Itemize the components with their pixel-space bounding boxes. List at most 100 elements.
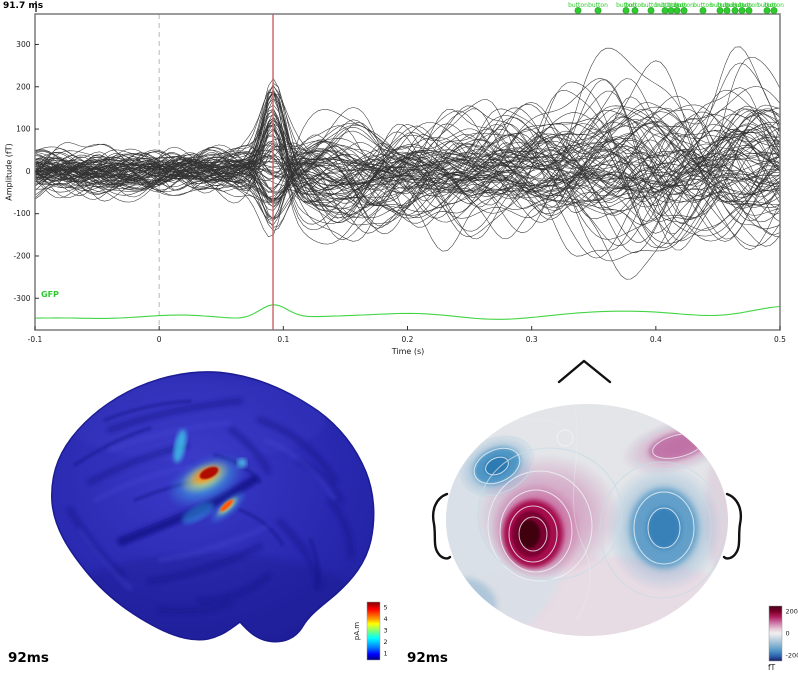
meg-channel-trace bbox=[34, 92, 781, 219]
peak-button-dot[interactable] bbox=[723, 7, 731, 14]
meg-channel-trace bbox=[34, 128, 781, 216]
topomap-colorbar-tick: -200 bbox=[786, 652, 798, 660]
peak-button-dot[interactable] bbox=[716, 7, 724, 14]
meg-channel-trace bbox=[34, 91, 781, 219]
meg-channel-trace bbox=[34, 110, 781, 184]
peak-button[interactable]: button bbox=[764, 2, 784, 14]
x-tick-label: 0.1 bbox=[277, 335, 289, 344]
y-axis-label: Amplitude (fT) bbox=[4, 143, 14, 201]
meg-channel-trace bbox=[34, 103, 781, 219]
peak-button-label: button bbox=[725, 2, 745, 9]
y-tick-label: 100 bbox=[16, 125, 31, 134]
brain-colorbar-tick: 2 bbox=[384, 638, 388, 646]
source-hotspot bbox=[166, 429, 247, 525]
peak-button-dot[interactable] bbox=[594, 7, 602, 14]
gfp-trace bbox=[35, 304, 781, 320]
x-ticks: -0.1 0 0.1 0.2 0.3 0.4 0.5 bbox=[28, 326, 786, 344]
peak-button-dot[interactable] bbox=[699, 7, 707, 14]
brain-surface[interactable] bbox=[50, 371, 375, 652]
peak-button-label: button bbox=[739, 2, 759, 9]
meg-channel-trace bbox=[34, 153, 781, 204]
x-tick-label: 0.4 bbox=[650, 335, 662, 344]
y-tick-label: 300 bbox=[16, 40, 31, 49]
peak-button[interactable]: button bbox=[616, 2, 636, 14]
peak-button[interactable]: button bbox=[717, 2, 737, 14]
peak-button-label: button bbox=[655, 2, 675, 9]
peak-button-dot[interactable] bbox=[622, 7, 630, 14]
butterfly-plot[interactable]: -0.1 0 0.1 0.2 0.3 0.4 0.5 300 200 100 0 -100 -200 -3… bbox=[0, 0, 798, 360]
brain-colorbar-gradient bbox=[366, 601, 381, 661]
topomap-colorbar-tick: 0 bbox=[786, 630, 790, 638]
meg-channel-trace bbox=[34, 108, 781, 200]
peak-button[interactable]: button bbox=[641, 2, 661, 14]
y-ticks: 300 200 100 0 -100 -200 -300 bbox=[13, 40, 39, 303]
meg-channel-trace bbox=[34, 139, 781, 203]
meg-channel-trace bbox=[34, 78, 781, 215]
meg-channel-trace bbox=[34, 125, 781, 215]
peak-button[interactable]: button bbox=[667, 2, 687, 14]
negative-focus-left-frontal bbox=[458, 433, 536, 499]
peak-button-label: button bbox=[625, 2, 645, 9]
peak-button-label: button bbox=[674, 2, 694, 9]
peak-button[interactable]: button bbox=[693, 2, 713, 14]
meg-channel-trace bbox=[34, 97, 781, 209]
peak-button[interactable]: button bbox=[625, 2, 645, 14]
peak-button-label: button bbox=[710, 2, 730, 9]
peak-button-dot[interactable] bbox=[574, 7, 582, 14]
meg-channel-trace bbox=[34, 111, 781, 202]
peak-button-label: button bbox=[717, 2, 737, 9]
peak-button[interactable]: button bbox=[568, 2, 588, 14]
brain-colorbar-tick: 1 bbox=[384, 649, 388, 657]
topomap-colorbar: 200 0 -200 bbox=[768, 605, 798, 662]
peak-button-dot[interactable] bbox=[731, 7, 739, 14]
peak-button-label: button bbox=[616, 2, 636, 9]
x-tick-label: 0 bbox=[157, 335, 162, 344]
peak-button[interactable]: button bbox=[710, 2, 730, 14]
peak-button-dot[interactable] bbox=[673, 7, 681, 14]
peak-button[interactable]: button bbox=[725, 2, 745, 14]
meg-channel-trace bbox=[34, 117, 781, 220]
peak-button-dot[interactable] bbox=[738, 7, 746, 14]
gyri-highlights bbox=[77, 420, 337, 591]
peak-button-label: button bbox=[641, 2, 661, 9]
y-tick-label: -100 bbox=[13, 209, 30, 218]
meg-channel-trace bbox=[34, 78, 781, 222]
x-tick-label: -0.1 bbox=[28, 335, 43, 344]
y-tick-label: -200 bbox=[13, 251, 30, 260]
peak-button-dot[interactable] bbox=[631, 7, 639, 14]
peak-button-dot[interactable] bbox=[770, 7, 778, 14]
peak-button-dot[interactable] bbox=[763, 7, 771, 14]
x-tick-label: 0.5 bbox=[774, 335, 786, 344]
meg-channel-trace bbox=[34, 86, 781, 215]
brain-colorbar-tick: 4 bbox=[384, 615, 388, 623]
peak-button[interactable]: button bbox=[732, 2, 752, 14]
brain-source-view[interactable] bbox=[10, 360, 395, 652]
negative-focus-right bbox=[606, 464, 722, 592]
brain-colorbar-tick: 3 bbox=[384, 626, 388, 634]
peak-button[interactable]: button bbox=[588, 2, 608, 14]
peak-button-label: button bbox=[757, 2, 777, 9]
time-readout: 91.7 ms bbox=[3, 1, 44, 11]
peak-button-dot[interactable] bbox=[745, 7, 753, 14]
peak-button[interactable]: button bbox=[674, 2, 694, 14]
topomap-head bbox=[432, 359, 742, 636]
meg-channel-trace bbox=[34, 139, 781, 208]
peak-button[interactable]: button bbox=[739, 2, 759, 14]
peak-button-dot[interactable] bbox=[680, 7, 688, 14]
peak-button-label: button bbox=[732, 2, 752, 9]
x-axis-label: Time (s) bbox=[391, 347, 425, 356]
meg-channel-trace bbox=[34, 122, 781, 230]
peak-button-dot[interactable] bbox=[647, 7, 655, 14]
y-tick-label: 0 bbox=[26, 167, 31, 176]
peak-button[interactable]: button bbox=[757, 2, 777, 14]
peak-button-label: button bbox=[764, 2, 784, 9]
nose-outline bbox=[557, 359, 612, 384]
meg-channel-trace bbox=[34, 108, 781, 218]
brain-time-label: 92ms bbox=[8, 650, 49, 666]
positive-focus-strong bbox=[476, 454, 620, 582]
meg-channel-trace bbox=[35, 123, 781, 247]
meg-channel-trace bbox=[34, 84, 781, 240]
gfp-label: GFP bbox=[41, 290, 59, 299]
x-tick-label: 0.3 bbox=[526, 335, 538, 344]
topomap-view bbox=[432, 359, 742, 636]
